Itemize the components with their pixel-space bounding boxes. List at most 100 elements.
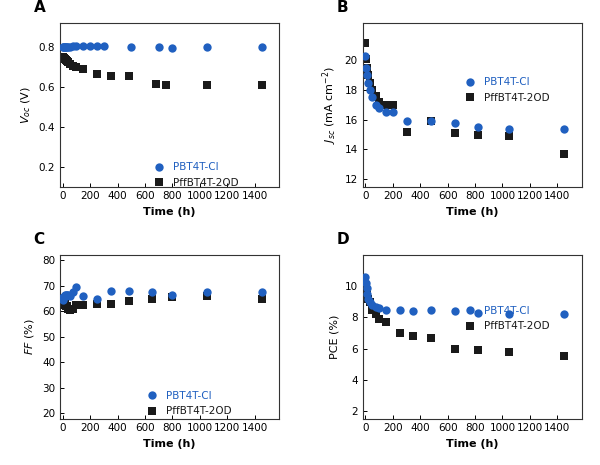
PffBT4T-2OD [59,299,67,305]
PffBT4T-2OD [125,73,132,79]
X-axis label: Time (h): Time (h) [446,207,499,217]
Legend: PBT4T-Cl, PffBT4T-2OD: PBT4T-Cl, PffBT4T-2OD [460,306,550,332]
PffBT4T-2OD [362,56,370,62]
PBT4T-Cl [169,45,176,50]
PffBT4T-2OD [428,335,435,340]
PBT4T-Cl [203,44,210,50]
PBT4T-Cl [428,307,435,312]
PffBT4T-2OD [428,119,435,124]
Line: PBT4T-Cl: PBT4T-Cl [59,41,266,52]
PBT4T-Cl [61,294,68,300]
PBT4T-Cl [396,307,403,312]
PBT4T-Cl [364,291,371,297]
Legend: PBT4T-Cl, PffBT4T-2OD: PBT4T-Cl, PffBT4T-2OD [149,162,238,187]
PffBT4T-2OD [376,316,383,322]
PffBT4T-2OD [61,56,68,61]
PffBT4T-2OD [474,347,481,353]
PBT4T-Cl [365,80,372,86]
PBT4T-Cl [107,288,115,294]
PffBT4T-2OD [66,307,73,313]
PBT4T-Cl [372,304,379,309]
PffBT4T-2OD [506,349,513,354]
PffBT4T-2OD [506,133,513,139]
PffBT4T-2OD [474,132,481,137]
PBT4T-Cl [474,310,481,316]
PBT4T-Cl [94,296,101,301]
PBT4T-Cl [62,292,70,298]
Line: PffBT4T-2OD: PffBT4T-2OD [362,281,568,360]
PffBT4T-2OD [362,286,370,292]
PffBT4T-2OD [70,306,77,312]
Text: A: A [34,0,46,15]
Line: PffBT4T-2OD: PffBT4T-2OD [59,292,265,314]
PffBT4T-2OD [382,319,389,325]
PffBT4T-2OD [107,301,115,306]
PBT4T-Cl [94,43,101,48]
PffBT4T-2OD [396,330,403,336]
PffBT4T-2OD [365,73,372,78]
Text: D: D [337,232,349,247]
PBT4T-Cl [362,274,369,280]
PBT4T-Cl [63,44,70,50]
PffBT4T-2OD [372,93,379,99]
PffBT4T-2OD [366,80,373,86]
PffBT4T-2OD [410,333,417,339]
PBT4T-Cl [376,105,383,111]
Y-axis label: $FF$ (%): $FF$ (%) [23,319,37,355]
PBT4T-Cl [203,289,210,295]
PBT4T-Cl [62,44,70,50]
Line: PBT4T-Cl: PBT4T-Cl [361,52,568,133]
PffBT4T-2OD [61,302,68,308]
PBT4T-Cl [61,292,68,298]
PffBT4T-2OD [73,64,80,70]
PBT4T-Cl [506,126,513,132]
PffBT4T-2OD [403,129,410,134]
PffBT4T-2OD [66,61,73,67]
PffBT4T-2OD [94,71,101,77]
PBT4T-Cl [368,95,376,100]
PffBT4T-2OD [59,54,67,60]
Y-axis label: $J_{sc}$ (mA cm$^{-2}$): $J_{sc}$ (mA cm$^{-2}$) [320,66,339,144]
PffBT4T-2OD [368,87,376,93]
PBT4T-Cl [451,120,458,126]
PBT4T-Cl [60,44,67,50]
PffBT4T-2OD [60,301,67,306]
PffBT4T-2OD [63,58,70,64]
Legend: PBT4T-Cl, PffBT4T-2OD: PBT4T-Cl, PffBT4T-2OD [142,391,232,416]
PBT4T-Cl [560,126,568,132]
PffBT4T-2OD [389,102,397,108]
PffBT4T-2OD [62,57,70,63]
PffBT4T-2OD [63,304,70,309]
PBT4T-Cl [70,289,77,295]
PBT4T-Cl [451,308,458,314]
PBT4T-Cl [128,44,135,50]
PffBT4T-2OD [368,307,376,312]
PffBT4T-2OD [148,296,155,301]
PBT4T-Cl [80,293,87,299]
PffBT4T-2OD [80,66,87,72]
PBT4T-Cl [62,44,69,49]
PffBT4T-2OD [363,65,370,71]
PffBT4T-2OD [365,296,372,301]
PBT4T-Cl [59,44,67,50]
PBT4T-Cl [382,307,389,312]
PffBT4T-2OD [62,304,70,309]
PffBT4T-2OD [203,293,210,299]
Line: PffBT4T-2OD: PffBT4T-2OD [362,39,568,158]
PBT4T-Cl [368,302,376,308]
PffBT4T-2OD [65,60,72,65]
PBT4T-Cl [86,43,94,48]
PBT4T-Cl [258,289,265,295]
PffBT4T-2OD [363,291,370,297]
PffBT4T-2OD [61,302,68,308]
Legend: PBT4T-Cl, PffBT4T-2OD: PBT4T-Cl, PffBT4T-2OD [460,78,550,103]
PBT4T-Cl [155,44,162,50]
PffBT4T-2OD [60,55,67,60]
PBT4T-Cl [100,43,107,48]
PffBT4T-2OD [560,353,568,359]
PffBT4T-2OD [80,302,87,308]
X-axis label: Time (h): Time (h) [446,439,499,449]
PBT4T-Cl [410,308,417,314]
PBT4T-Cl [169,292,176,298]
Line: PBT4T-Cl: PBT4T-Cl [59,283,266,304]
